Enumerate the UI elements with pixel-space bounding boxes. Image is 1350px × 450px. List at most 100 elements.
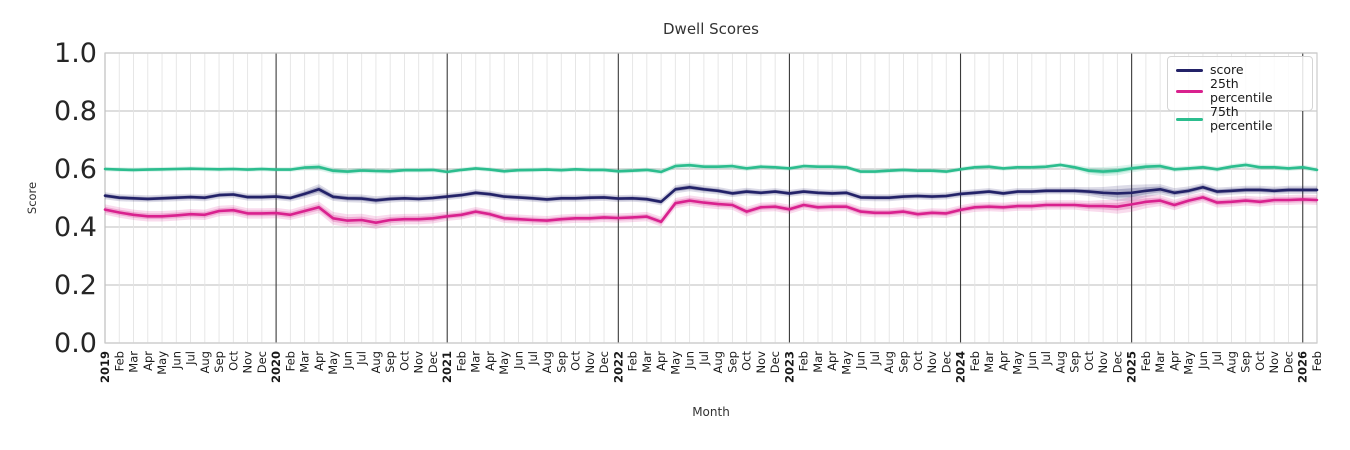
svg-text:Mar: Mar xyxy=(298,351,312,373)
svg-text:Apr: Apr xyxy=(996,351,1010,371)
svg-text:Mar: Mar xyxy=(469,351,483,373)
svg-text:Nov: Nov xyxy=(583,351,597,374)
svg-text:Feb: Feb xyxy=(455,351,469,371)
svg-text:Aug: Aug xyxy=(540,351,554,373)
25th-percentile-line xyxy=(103,196,1319,224)
svg-text:Jun: Jun xyxy=(512,351,526,370)
svg-text:Apr: Apr xyxy=(1167,351,1181,371)
svg-text:2022: 2022 xyxy=(611,351,625,383)
25th-percentile-line-swatch xyxy=(1176,89,1203,93)
svg-text:Dec: Dec xyxy=(939,351,953,373)
svg-text:0.2: 0.2 xyxy=(54,270,97,301)
svg-text:Oct: Oct xyxy=(911,351,925,371)
svg-text:2019: 2019 xyxy=(98,351,112,383)
svg-text:Dec: Dec xyxy=(255,351,269,373)
svg-text:Oct: Oct xyxy=(397,351,411,371)
svg-text:Jul: Jul xyxy=(697,351,711,366)
svg-text:May: May xyxy=(1011,351,1025,375)
svg-text:Jun: Jun xyxy=(169,351,183,370)
svg-text:Apr: Apr xyxy=(312,351,326,371)
svg-text:Sep: Sep xyxy=(554,351,568,373)
svg-text:0.4: 0.4 xyxy=(54,212,97,243)
svg-text:Sep: Sep xyxy=(1239,351,1253,373)
svg-text:2020: 2020 xyxy=(269,351,283,383)
svg-text:May: May xyxy=(668,351,682,375)
svg-text:Jul: Jul xyxy=(868,351,882,366)
75th-percentile-line-swatch xyxy=(1176,117,1203,121)
svg-text:2025: 2025 xyxy=(1125,351,1139,383)
legend-item-25th-percentile: 25th percentile xyxy=(1176,77,1304,105)
svg-text:Apr: Apr xyxy=(483,351,497,371)
svg-text:Jul: Jul xyxy=(184,351,198,366)
svg-text:Sep: Sep xyxy=(1068,351,1082,373)
svg-text:Feb: Feb xyxy=(626,351,640,371)
chart-title: Dwell Scores xyxy=(663,20,759,38)
legend-label-score: score xyxy=(1210,62,1244,77)
svg-text:Mar: Mar xyxy=(127,351,141,373)
plot-border xyxy=(104,52,1318,344)
svg-text:1.0: 1.0 xyxy=(54,38,97,69)
legend: score 25th percentile 75th percentile xyxy=(1167,56,1313,133)
svg-text:Aug: Aug xyxy=(882,351,896,373)
svg-text:Aug: Aug xyxy=(369,351,383,373)
svg-text:Nov: Nov xyxy=(925,351,939,374)
svg-text:Sep: Sep xyxy=(897,351,911,373)
svg-text:Feb: Feb xyxy=(1139,351,1153,371)
svg-text:Mar: Mar xyxy=(982,351,996,373)
svg-text:Jun: Jun xyxy=(683,351,697,370)
svg-text:Aug: Aug xyxy=(711,351,725,373)
svg-text:Jun: Jun xyxy=(1196,351,1210,370)
svg-text:Nov: Nov xyxy=(241,351,255,374)
svg-text:Aug: Aug xyxy=(1224,351,1238,373)
svg-text:Oct: Oct xyxy=(740,351,754,371)
svg-text:2023: 2023 xyxy=(782,351,796,383)
svg-text:Oct: Oct xyxy=(1253,351,1267,371)
legend-item-score: score xyxy=(1176,63,1304,77)
svg-text:Feb: Feb xyxy=(797,351,811,371)
svg-text:May: May xyxy=(840,351,854,375)
x-tick-labels: 2019 Feb Mar Apr May Jun Jul Aug Sep Oct Nov Dec 202… xyxy=(98,351,1324,383)
svg-text:Dec: Dec xyxy=(597,351,611,373)
svg-text:Feb: Feb xyxy=(968,351,982,371)
svg-text:Feb: Feb xyxy=(1310,351,1324,371)
svg-text:Feb: Feb xyxy=(112,351,126,371)
x-axis-label: Month xyxy=(692,405,730,419)
y-tick-labels: 0.0 0.2 0.4 0.6 0.8 1.0 xyxy=(54,38,97,359)
svg-text:Jun: Jun xyxy=(854,351,868,370)
svg-text:Apr: Apr xyxy=(141,351,155,371)
svg-text:Jul: Jul xyxy=(1039,351,1053,366)
svg-text:Nov: Nov xyxy=(1096,351,1110,374)
confidence-bands xyxy=(105,162,1317,229)
svg-text:Sep: Sep xyxy=(212,351,226,373)
legend-label-25th-percentile: 25th percentile xyxy=(1210,76,1273,105)
svg-text:Jul: Jul xyxy=(526,351,540,366)
svg-text:Apr: Apr xyxy=(825,351,839,371)
svg-text:May: May xyxy=(326,351,340,375)
svg-text:Jun: Jun xyxy=(340,351,354,370)
svg-text:Dec: Dec xyxy=(1110,351,1124,373)
svg-text:Aug: Aug xyxy=(1053,351,1067,373)
svg-text:0.8: 0.8 xyxy=(54,96,97,127)
legend-item-75th-percentile: 75th percentile xyxy=(1176,105,1304,133)
svg-text:May: May xyxy=(497,351,511,375)
svg-text:Oct: Oct xyxy=(1082,351,1096,371)
svg-text:Mar: Mar xyxy=(811,351,825,373)
svg-text:Oct: Oct xyxy=(569,351,583,371)
svg-text:Apr: Apr xyxy=(654,351,668,371)
svg-text:Sep: Sep xyxy=(383,351,397,373)
svg-text:0.0: 0.0 xyxy=(54,328,97,359)
score-line xyxy=(103,186,1319,204)
svg-text:Feb: Feb xyxy=(283,351,297,371)
svg-text:Nov: Nov xyxy=(754,351,768,374)
svg-text:0.6: 0.6 xyxy=(54,154,97,185)
y-axis-label: Score xyxy=(25,182,39,214)
svg-text:Sep: Sep xyxy=(725,351,739,373)
75th-percentile-line xyxy=(103,163,1319,174)
svg-text:Mar: Mar xyxy=(1153,351,1167,373)
svg-text:Dec: Dec xyxy=(426,351,440,373)
svg-text:2026: 2026 xyxy=(1296,351,1310,383)
svg-text:Oct: Oct xyxy=(226,351,240,371)
svg-text:Nov: Nov xyxy=(1267,351,1281,374)
